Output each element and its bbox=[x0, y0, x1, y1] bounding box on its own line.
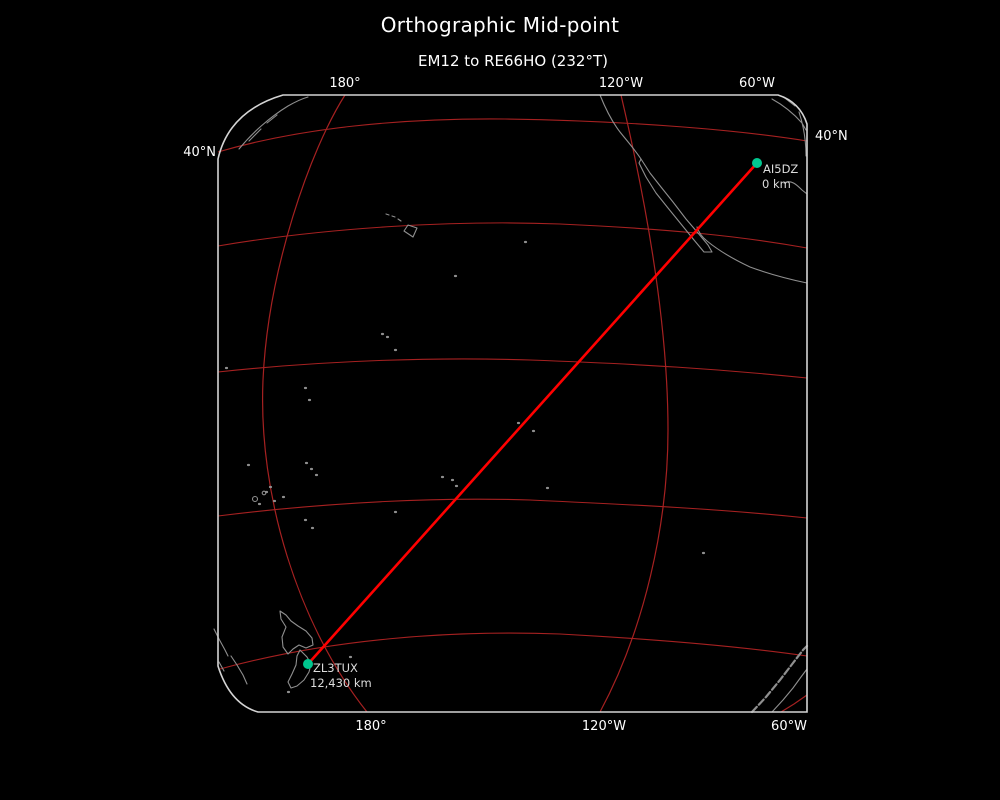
coast-hawaii bbox=[385, 213, 418, 238]
marker-end-labels: ZL3TUX 12,430 km bbox=[310, 661, 372, 690]
coast-gulf-fragment bbox=[783, 181, 808, 195]
tick-top-180: 180° bbox=[329, 76, 360, 91]
coast-mexico-mainland bbox=[696, 226, 808, 284]
tick-top-120w: 120°W bbox=[599, 76, 643, 91]
parallel-equator bbox=[217, 358, 808, 379]
marker-start-dot bbox=[752, 158, 762, 168]
tick-labels-sides: 40°N 40°N bbox=[183, 129, 848, 160]
tick-left-40n: 40°N bbox=[183, 145, 216, 160]
coast-new-zealand-north-island bbox=[279, 610, 314, 655]
coastlines bbox=[213, 94, 809, 714]
tick-top-60w: 60°W bbox=[739, 76, 775, 91]
coast-chile-inner bbox=[771, 668, 808, 713]
tick-bottom-180: 180° bbox=[355, 719, 386, 734]
marker-start-distance: 0 km bbox=[762, 177, 791, 191]
coast-pacific-island-specks bbox=[224, 240, 706, 694]
marker-start-labels: AI5DZ 0 km bbox=[762, 162, 798, 191]
graticule-parallels bbox=[217, 118, 808, 670]
figure-subtitle: EM12 to RE66HO (232°T) bbox=[418, 52, 608, 70]
great-circle-path bbox=[306, 161, 759, 666]
figure-title: Orthographic Mid-point bbox=[380, 13, 620, 37]
marker-start-callsign: AI5DZ bbox=[763, 162, 798, 176]
parallel-20s bbox=[217, 498, 808, 519]
tick-right-40n: 40°N bbox=[815, 129, 848, 144]
tick-labels-top: 180° 120°W 60°W bbox=[329, 76, 775, 91]
tick-bottom-120w: 120°W bbox=[582, 719, 626, 734]
graticule-meridians bbox=[261, 94, 808, 713]
parallel-20n bbox=[217, 222, 808, 249]
coast-new-caledonia-slivers bbox=[213, 628, 248, 685]
marker-end-distance: 12,430 km bbox=[310, 676, 372, 690]
tick-bottom-60w: 60°W bbox=[771, 719, 807, 734]
parallel-40s bbox=[219, 632, 808, 670]
coast-baja-california bbox=[638, 158, 713, 253]
tick-labels-bottom: 180° 120°W 60°W bbox=[355, 719, 807, 734]
coast-chile-limb bbox=[750, 644, 809, 714]
parallel-40n bbox=[217, 118, 808, 153]
marker-end-dot bbox=[303, 659, 313, 669]
marker-end-callsign: ZL3TUX bbox=[313, 661, 358, 675]
coast-north-america-west bbox=[599, 94, 642, 160]
coast-new-zealand-south-island bbox=[287, 649, 312, 689]
map-border bbox=[217, 94, 808, 713]
coast-fiji-ring bbox=[251, 495, 259, 503]
coast-northeast-limb bbox=[771, 98, 807, 157]
meridian-60w bbox=[780, 694, 808, 713]
meridian-180 bbox=[261, 94, 368, 713]
meridian-120w bbox=[599, 94, 669, 713]
coast-alaska-limb bbox=[238, 96, 309, 150]
